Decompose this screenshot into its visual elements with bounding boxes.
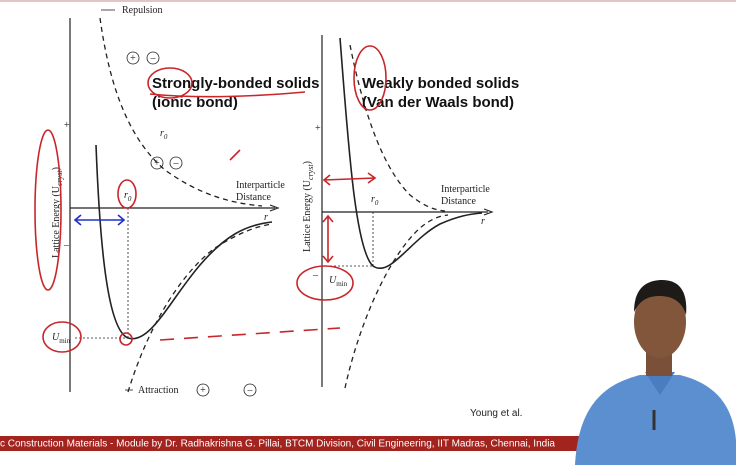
- r-label: r: [481, 216, 485, 227]
- minus-sign: –: [63, 240, 70, 251]
- y-label-end: ): [302, 161, 313, 164]
- y-label-end: ): [51, 167, 62, 170]
- ion-symbol: +: [200, 385, 206, 396]
- diagram-subtitle: (Van der Waals bond): [362, 94, 514, 111]
- x-axis-label: Distance: [236, 192, 272, 203]
- plus-sign: +: [315, 123, 321, 134]
- footer-text: NPTEL MOOC Course on Basic Construction …: [0, 439, 555, 450]
- diagram-title: Strongly-bonded solids: [152, 75, 320, 92]
- ion-symbol: –: [173, 158, 180, 169]
- minus-sign: –: [312, 270, 319, 281]
- repulsion-label: Repulsion: [122, 5, 163, 16]
- sub: min: [59, 337, 70, 345]
- plus-sign: +: [64, 120, 70, 131]
- ion-symbol: +: [154, 158, 160, 169]
- y-label-main: Lattice Energy (U: [302, 179, 313, 252]
- y-label-sub: cryst: [306, 164, 315, 180]
- sub: 0: [164, 133, 168, 141]
- r-label: r: [264, 212, 268, 223]
- sub: 0: [128, 195, 132, 203]
- x-axis-label: Interparticle: [441, 184, 490, 195]
- x-axis-label: Distance: [441, 196, 477, 207]
- ion-symbol: –: [247, 385, 254, 396]
- citation: Young et al.: [470, 408, 522, 419]
- slide: Repulsion + – + – + – Strongly-bonded so…: [0, 0, 736, 465]
- x-axis-label: Interparticle: [236, 180, 285, 191]
- attraction-label: Attraction: [138, 385, 179, 396]
- ion-symbol: +: [130, 53, 136, 64]
- sub: 0: [375, 199, 379, 207]
- sub: min: [336, 280, 347, 288]
- ion-symbol: –: [150, 53, 157, 64]
